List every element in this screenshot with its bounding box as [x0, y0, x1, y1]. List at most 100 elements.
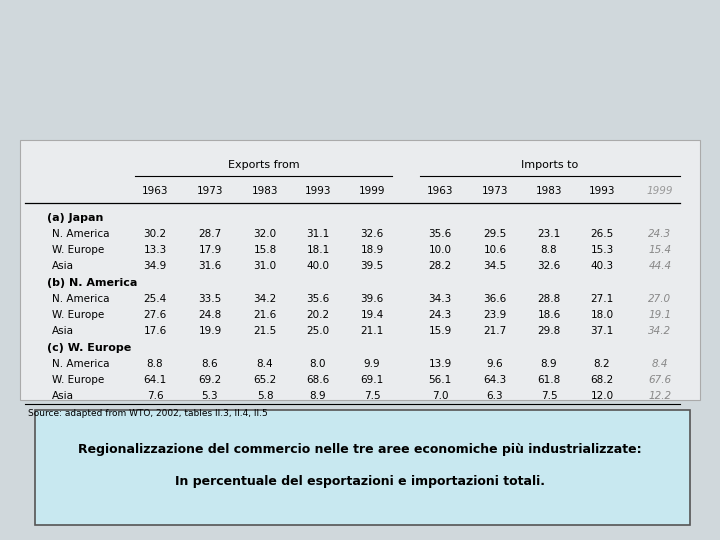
Text: 25.0: 25.0 [307, 326, 330, 336]
Text: 34.9: 34.9 [143, 261, 166, 271]
Text: 64.3: 64.3 [483, 375, 507, 385]
Text: 18.1: 18.1 [307, 245, 330, 255]
Text: 10.6: 10.6 [483, 245, 507, 255]
Text: 15.3: 15.3 [590, 245, 613, 255]
Text: 36.6: 36.6 [483, 294, 507, 304]
Text: 8.4: 8.4 [257, 359, 274, 369]
Text: 8.0: 8.0 [310, 359, 326, 369]
Text: 1963: 1963 [427, 186, 454, 196]
Text: 12.0: 12.0 [590, 391, 613, 401]
Text: 24.3: 24.3 [428, 310, 451, 320]
Text: 40.3: 40.3 [590, 261, 613, 271]
Text: N. America: N. America [52, 229, 109, 239]
Text: 1983: 1983 [252, 186, 278, 196]
Text: Asia: Asia [52, 326, 74, 336]
Text: 1973: 1973 [482, 186, 508, 196]
Text: Exports from: Exports from [228, 160, 300, 170]
Text: 17.6: 17.6 [143, 326, 166, 336]
Text: 39.5: 39.5 [361, 261, 384, 271]
Text: 29.8: 29.8 [537, 326, 561, 336]
Text: 34.2: 34.2 [649, 326, 672, 336]
Text: 68.2: 68.2 [590, 375, 613, 385]
Text: 27.6: 27.6 [143, 310, 166, 320]
Text: 15.8: 15.8 [253, 245, 276, 255]
Text: 35.6: 35.6 [307, 294, 330, 304]
Text: (a) Japan: (a) Japan [47, 213, 104, 223]
Text: 8.8: 8.8 [541, 245, 557, 255]
Text: 31.0: 31.0 [253, 261, 276, 271]
Text: 24.3: 24.3 [649, 229, 672, 239]
Text: 40.0: 40.0 [307, 261, 330, 271]
Text: W. Europe: W. Europe [52, 375, 104, 385]
Text: 27.0: 27.0 [649, 294, 672, 304]
Text: 19.4: 19.4 [361, 310, 384, 320]
Text: 12.2: 12.2 [649, 391, 672, 401]
Text: 37.1: 37.1 [590, 326, 613, 336]
Text: W. Europe: W. Europe [52, 245, 104, 255]
Text: 69.1: 69.1 [361, 375, 384, 385]
Text: 23.9: 23.9 [483, 310, 507, 320]
Text: 1993: 1993 [305, 186, 331, 196]
Text: 30.2: 30.2 [143, 229, 166, 239]
Text: 19.1: 19.1 [649, 310, 672, 320]
Text: 34.2: 34.2 [253, 294, 276, 304]
Text: 18.0: 18.0 [590, 310, 613, 320]
Text: 32.0: 32.0 [253, 229, 276, 239]
Text: 1993: 1993 [589, 186, 616, 196]
Text: 26.5: 26.5 [590, 229, 613, 239]
Text: 8.9: 8.9 [541, 359, 557, 369]
Text: N. America: N. America [52, 359, 109, 369]
Text: 8.2: 8.2 [594, 359, 611, 369]
Text: 67.6: 67.6 [649, 375, 672, 385]
Text: 33.5: 33.5 [199, 294, 222, 304]
Text: 5.8: 5.8 [257, 391, 274, 401]
Text: 15.9: 15.9 [428, 326, 451, 336]
Text: 35.6: 35.6 [428, 229, 451, 239]
Text: (b) N. America: (b) N. America [47, 278, 138, 288]
Text: 65.2: 65.2 [253, 375, 276, 385]
Text: 21.1: 21.1 [361, 326, 384, 336]
Text: 20.2: 20.2 [307, 310, 330, 320]
Text: (c) W. Europe: (c) W. Europe [47, 343, 131, 353]
Text: W. Europe: W. Europe [52, 310, 104, 320]
Text: 6.3: 6.3 [487, 391, 503, 401]
Text: N. America: N. America [52, 294, 109, 304]
Text: Source: adapted from WTO, 2002, tables II.3, II.4, II.5: Source: adapted from WTO, 2002, tables I… [28, 409, 268, 418]
Text: 7.5: 7.5 [541, 391, 557, 401]
Text: 21.7: 21.7 [483, 326, 507, 336]
Text: 15.4: 15.4 [649, 245, 672, 255]
Text: 5.3: 5.3 [202, 391, 218, 401]
Text: 8.9: 8.9 [310, 391, 326, 401]
Text: 25.4: 25.4 [143, 294, 166, 304]
Text: 7.0: 7.0 [432, 391, 449, 401]
Text: 28.2: 28.2 [428, 261, 451, 271]
Text: 31.6: 31.6 [199, 261, 222, 271]
Text: Asia: Asia [52, 261, 74, 271]
Text: 34.3: 34.3 [428, 294, 451, 304]
Text: 9.9: 9.9 [364, 359, 380, 369]
Text: 10.0: 10.0 [428, 245, 451, 255]
Text: 13.3: 13.3 [143, 245, 166, 255]
Text: 18.9: 18.9 [361, 245, 384, 255]
Text: 17.9: 17.9 [199, 245, 222, 255]
Text: 29.5: 29.5 [483, 229, 507, 239]
Text: 61.8: 61.8 [537, 375, 561, 385]
Text: 28.7: 28.7 [199, 229, 222, 239]
Text: 64.1: 64.1 [143, 375, 166, 385]
Text: In percentuale del esportazioni e importazioni totali.: In percentuale del esportazioni e import… [175, 476, 545, 489]
Text: 31.1: 31.1 [307, 229, 330, 239]
Text: 9.6: 9.6 [487, 359, 503, 369]
Text: 32.6: 32.6 [537, 261, 561, 271]
Text: 1999: 1999 [359, 186, 385, 196]
Text: Regionalizzazione del commercio nelle tre aree economiche più industrializzate:: Regionalizzazione del commercio nelle tr… [78, 443, 642, 456]
Text: 8.8: 8.8 [147, 359, 163, 369]
Text: 1963: 1963 [142, 186, 168, 196]
Text: 28.8: 28.8 [537, 294, 561, 304]
Bar [20, 140, 700, 400]
Text: 13.9: 13.9 [428, 359, 451, 369]
Text: 8.4: 8.4 [652, 359, 668, 369]
Text: 24.8: 24.8 [199, 310, 222, 320]
Bar [35, 410, 690, 525]
Text: 21.6: 21.6 [253, 310, 276, 320]
Text: Asia: Asia [52, 391, 74, 401]
